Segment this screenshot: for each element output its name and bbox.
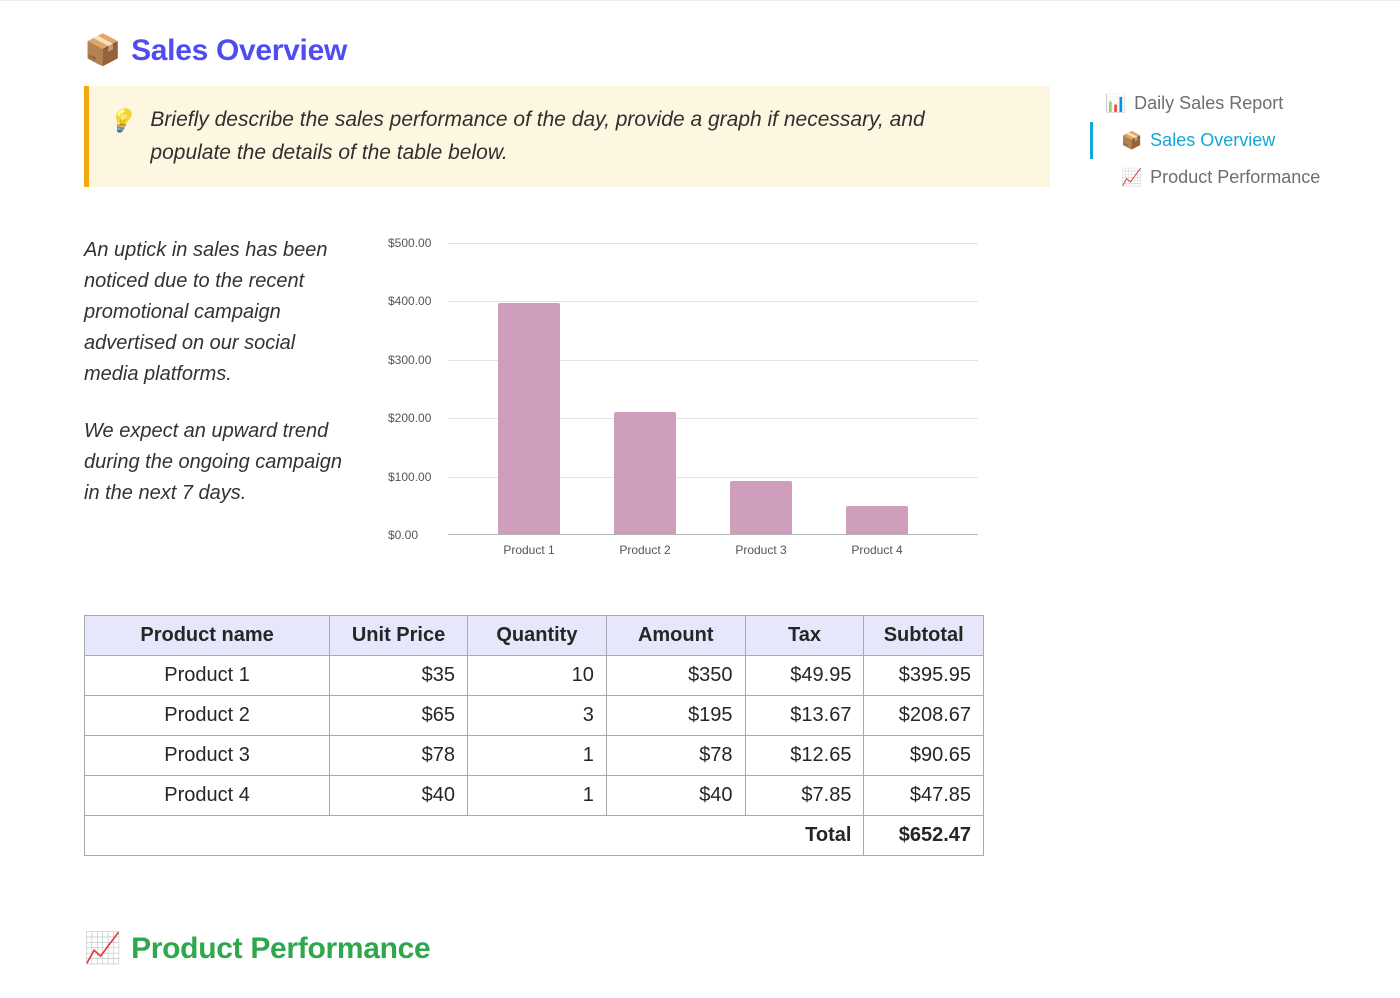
table-cell: $195	[606, 696, 745, 736]
sales-chart-container: $0.00 $100.00 $200.00 $300.00 $400.00 $500.00…	[388, 235, 1050, 565]
description-callout: 💡 Briefly describe the sales performance…	[84, 86, 1050, 187]
chart-x-tick-label: Product 1	[503, 543, 554, 557]
chart-gridline	[448, 243, 978, 244]
table-column-header: Unit Price	[330, 616, 468, 656]
table-cell: $90.65	[864, 736, 984, 776]
toc-item-icon: 📦	[1121, 131, 1142, 151]
chart-x-tick-label: Product 4	[851, 543, 902, 557]
table-body: Product 1$3510$350$49.95$395.95Product 2…	[85, 656, 984, 856]
table-cell: Product 3	[85, 736, 330, 776]
callout-text: Briefly describe the sales performance o…	[150, 104, 1010, 169]
chart-y-tick-label: $200.00	[388, 411, 431, 425]
table-cell: $395.95	[864, 656, 984, 696]
chart-plot-area	[448, 243, 978, 535]
toc-item-label: Sales Overview	[1150, 130, 1275, 151]
toc-item-icon: 📈	[1121, 168, 1142, 188]
table-cell: $7.85	[745, 776, 864, 816]
product-performance-title: Product Performance	[131, 932, 430, 966]
table-cell: 1	[467, 736, 606, 776]
chart-y-tick-label: $300.00	[388, 353, 431, 367]
table-total-row: Total$652.47	[85, 816, 984, 856]
table-cell: $35	[330, 656, 468, 696]
chart-x-tick-label: Product 2	[619, 543, 670, 557]
chart-bar	[614, 412, 676, 534]
table-total-label: Total	[85, 816, 864, 856]
table-column-header: Tax	[745, 616, 864, 656]
chart-bar	[846, 506, 908, 534]
overview-body: An uptick in sales has been noticed due …	[84, 235, 1050, 565]
table-cell: Product 4	[85, 776, 330, 816]
table-row: Product 4$401$40$7.85$47.85	[85, 776, 984, 816]
toc-item[interactable]: 📈 Product Performance	[1090, 159, 1390, 196]
table-cell: 10	[467, 656, 606, 696]
table-cell: $49.95	[745, 656, 864, 696]
overview-paragraph-1: An uptick in sales has been noticed due …	[84, 235, 354, 390]
package-icon: 📦	[84, 33, 121, 68]
table-cell: Product 1	[85, 656, 330, 696]
table-cell: $40	[606, 776, 745, 816]
table-row: Product 1$3510$350$49.95$395.95	[85, 656, 984, 696]
chart-x-tick-label: Product 3	[735, 543, 786, 557]
table-column-header: Amount	[606, 616, 745, 656]
toc-item[interactable]: 📦 Sales Overview	[1090, 122, 1390, 159]
lightbulb-icon: 💡	[107, 104, 134, 138]
table-of-contents: 📊 Daily Sales Report 📦 Sales Overview 📈 Produ…	[1090, 33, 1390, 984]
overview-text: An uptick in sales has been noticed due …	[84, 235, 354, 509]
chart-bar	[730, 481, 792, 534]
table-row: Product 2$653$195$13.67$208.67	[85, 696, 984, 736]
toc-item-icon: 📊	[1105, 94, 1126, 114]
toc-item-label: Daily Sales Report	[1134, 93, 1283, 114]
table-cell: Product 2	[85, 696, 330, 736]
chart-increasing-icon: 📈	[84, 931, 121, 966]
table-cell: $13.67	[745, 696, 864, 736]
sales-overview-title: Sales Overview	[131, 34, 347, 68]
table-cell: $65	[330, 696, 468, 736]
toc-item-label: Product Performance	[1150, 167, 1320, 188]
sales-table: Product nameUnit PriceQuantityAmountTaxS…	[84, 615, 984, 856]
table-cell: $40	[330, 776, 468, 816]
toc-item[interactable]: 📊 Daily Sales Report	[1090, 85, 1390, 122]
sales-overview-heading: 📦 Sales Overview	[84, 33, 1050, 68]
sales-bar-chart: $0.00 $100.00 $200.00 $300.00 $400.00 $500.00…	[388, 235, 988, 565]
table-cell: 1	[467, 776, 606, 816]
table-cell: $208.67	[864, 696, 984, 736]
chart-y-tick-label: $100.00	[388, 470, 431, 484]
chart-y-tick-label: $400.00	[388, 294, 431, 308]
table-column-header: Quantity	[467, 616, 606, 656]
table-cell: $47.85	[864, 776, 984, 816]
product-performance-section: 📈 Product Performance	[84, 931, 1050, 966]
chart-bar	[498, 303, 560, 534]
overview-paragraph-2: We expect an upward trend during the ong…	[84, 416, 354, 509]
table-header-row: Product nameUnit PriceQuantityAmountTaxS…	[85, 616, 984, 656]
table-row: Product 3$781$78$12.65$90.65	[85, 736, 984, 776]
table-cell: $78	[606, 736, 745, 776]
table-column-header: Product name	[85, 616, 330, 656]
chart-y-tick-label: $500.00	[388, 236, 431, 250]
table-cell: $350	[606, 656, 745, 696]
table-cell: $78	[330, 736, 468, 776]
table-total-value: $652.47	[864, 816, 984, 856]
table-cell: $12.65	[745, 736, 864, 776]
product-performance-heading: 📈 Product Performance	[84, 931, 1050, 966]
table-cell: 3	[467, 696, 606, 736]
table-column-header: Subtotal	[864, 616, 984, 656]
chart-y-tick-label: $0.00	[388, 528, 418, 542]
main-content: 📦 Sales Overview 💡 Briefly describe the …	[0, 33, 1090, 984]
